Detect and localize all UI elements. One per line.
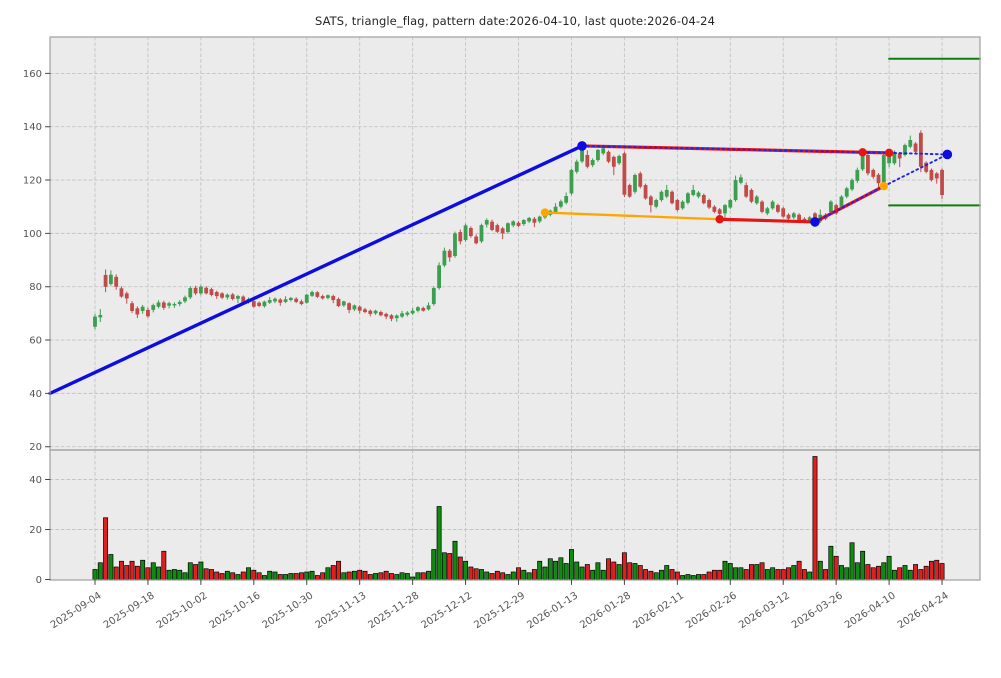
svg-text:2026-02-11: 2026-02-11 xyxy=(631,590,686,631)
svg-text:2025-11-13: 2025-11-13 xyxy=(314,590,369,631)
svg-text:160: 160 xyxy=(23,69,42,80)
svg-text:2025-11-28: 2025-11-28 xyxy=(367,590,422,631)
svg-text:2025-09-04: 2025-09-04 xyxy=(49,590,104,631)
svg-text:100: 100 xyxy=(23,229,42,240)
svg-text:2026-04-10: 2026-04-10 xyxy=(843,590,898,631)
svg-text:20: 20 xyxy=(29,442,42,453)
svg-text:2025-10-02: 2025-10-02 xyxy=(155,590,210,631)
svg-text:2025-10-30: 2025-10-30 xyxy=(261,590,316,631)
svg-text:80: 80 xyxy=(29,282,42,293)
svg-text:2026-03-26: 2026-03-26 xyxy=(790,590,845,631)
svg-text:40: 40 xyxy=(29,389,42,400)
svg-text:2026-02-26: 2026-02-26 xyxy=(684,590,739,631)
svg-text:2026-04-24: 2026-04-24 xyxy=(896,590,951,631)
svg-text:2025-09-18: 2025-09-18 xyxy=(102,590,157,631)
svg-text:60: 60 xyxy=(29,336,42,347)
svg-text:2026-01-13: 2026-01-13 xyxy=(525,590,580,631)
chart-title: SATS, triangle_flag, pattern date:2026-0… xyxy=(315,14,715,28)
svg-text:2025-10-16: 2025-10-16 xyxy=(208,590,263,631)
svg-text:2025-12-12: 2025-12-12 xyxy=(419,590,474,631)
svg-text:2026-03-12: 2026-03-12 xyxy=(737,590,792,631)
svg-text:20: 20 xyxy=(29,525,42,536)
svg-text:2026-01-28: 2026-01-28 xyxy=(578,590,633,631)
svg-text:120: 120 xyxy=(23,176,42,187)
svg-text:0: 0 xyxy=(36,575,42,586)
svg-text:2025-12-29: 2025-12-29 xyxy=(472,590,527,631)
svg-text:140: 140 xyxy=(23,122,42,133)
svg-text:40: 40 xyxy=(29,475,42,486)
